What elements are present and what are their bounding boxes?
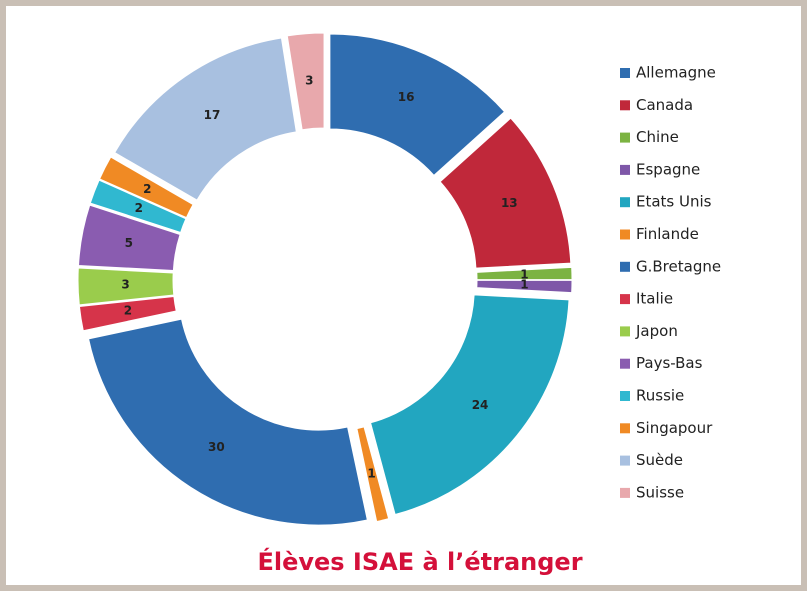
legend-label: Etats Unis (636, 193, 712, 211)
legend-label: Italie (636, 290, 673, 308)
donut-segment (114, 37, 297, 201)
data-label: 2 (143, 182, 151, 196)
legend-swatch (620, 68, 630, 78)
data-label: 24 (472, 398, 489, 412)
legend-label: Singapour (636, 419, 713, 437)
legend-label: Pays-Bas (636, 354, 703, 372)
data-label: 3 (305, 74, 313, 88)
legend-label: Suisse (636, 483, 684, 501)
legend-swatch (620, 391, 630, 401)
legend-swatch (620, 100, 630, 111)
legend-label: Russie (636, 387, 684, 405)
legend-swatch (620, 423, 630, 434)
data-label: 1 (520, 278, 528, 292)
data-label: 17 (204, 108, 221, 122)
legend-label: G.Bretagne (636, 257, 721, 275)
legend-label: Chine (636, 128, 679, 146)
donut-segment (356, 426, 390, 523)
legend-label: Finlande (636, 225, 699, 243)
data-label: 2 (124, 304, 132, 318)
data-label: 3 (121, 278, 129, 292)
legend-swatch (620, 326, 630, 337)
legend-swatch (620, 229, 630, 240)
legend-swatch (620, 197, 630, 208)
legend-swatch (620, 261, 630, 272)
legend-label: Espagne (636, 160, 700, 178)
donut-segment (476, 266, 573, 281)
donut-segment (89, 179, 187, 234)
chart-title: Élèves ISAE à l’étranger (257, 547, 582, 576)
legend-swatch (620, 487, 630, 498)
data-label: 1 (367, 466, 375, 480)
data-label: 2 (135, 201, 143, 215)
donut-segment (77, 267, 175, 306)
legend-swatch (620, 132, 630, 143)
legend-swatch (620, 358, 630, 369)
data-label: 16 (398, 90, 415, 104)
donut-segment (78, 295, 177, 332)
donut-segment (369, 294, 570, 516)
legend-swatch (620, 294, 630, 305)
legend-label: Suède (636, 451, 683, 469)
donut-segment (439, 117, 572, 269)
data-label: 30 (208, 440, 225, 454)
legend-label: Canada (636, 96, 693, 114)
legend-swatch (620, 455, 630, 466)
donut-segment (98, 156, 194, 219)
donut-segment (77, 204, 181, 272)
data-label: 1 (520, 267, 528, 281)
donut-segment (286, 32, 325, 131)
donut-segment (476, 279, 573, 294)
donut-segment (88, 318, 368, 526)
data-label: 5 (125, 236, 133, 250)
data-label: 13 (501, 196, 518, 210)
donut-segment (329, 33, 506, 177)
legend-swatch (620, 164, 630, 175)
legend-label: Allemagne (636, 64, 716, 82)
legend-label: Japon (635, 322, 678, 340)
